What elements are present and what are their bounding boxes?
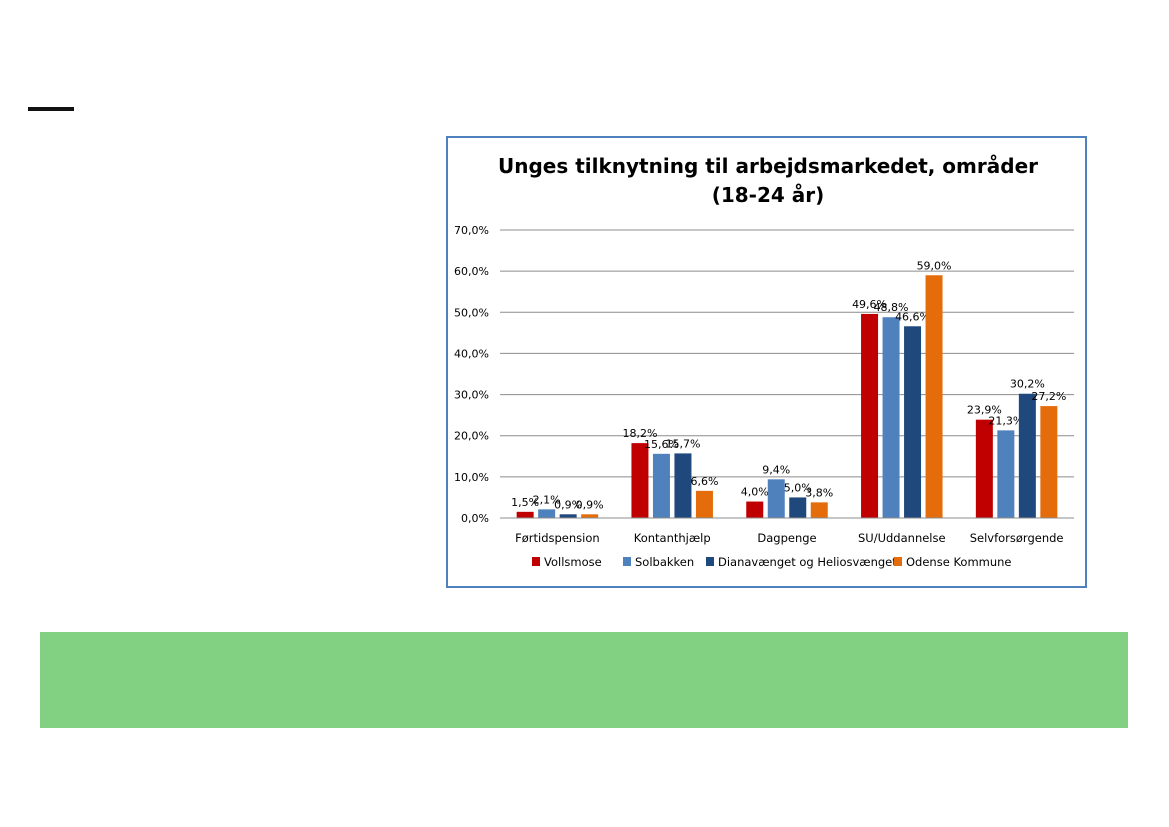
bar bbox=[861, 313, 879, 518]
bar bbox=[882, 317, 900, 518]
bar bbox=[652, 453, 670, 518]
y-tick-label: 70,0% bbox=[454, 224, 489, 237]
green-banner bbox=[40, 632, 1128, 728]
bar bbox=[904, 326, 922, 518]
data-label: 4,0% bbox=[741, 486, 769, 499]
data-label: 1,5% bbox=[511, 496, 539, 509]
bar bbox=[538, 509, 556, 518]
x-tick-label: Førtidspension bbox=[515, 531, 600, 545]
y-tick-label: 40,0% bbox=[454, 347, 489, 360]
data-label: 9,4% bbox=[762, 463, 790, 476]
bar bbox=[631, 443, 649, 518]
bar bbox=[559, 514, 577, 518]
title-dash-decoration bbox=[28, 107, 74, 111]
bar bbox=[1018, 393, 1036, 518]
chart-frame: Unges tilknytning til arbejdsmarkedet, o… bbox=[446, 136, 1087, 588]
y-tick-label: 30,0% bbox=[454, 389, 489, 402]
bar bbox=[674, 453, 692, 518]
y-tick-label: 60,0% bbox=[454, 265, 489, 278]
chart-title: Unges tilknytning til arbejdsmarkedet, o… bbox=[497, 154, 1038, 207]
data-label: 59,0% bbox=[917, 259, 952, 272]
bar bbox=[925, 275, 943, 518]
y-tick-label: 10,0% bbox=[454, 471, 489, 484]
data-label: 23,9% bbox=[967, 404, 1002, 417]
data-label: 15,6% bbox=[644, 438, 679, 451]
bar bbox=[789, 497, 807, 518]
bar bbox=[516, 511, 534, 518]
bar-chart: 0,0% 10,0% 20,0% 30,0% 40,0% 50,0% 60,0% 70,0% 1… bbox=[454, 224, 1074, 569]
data-label: 15,7% bbox=[665, 437, 700, 450]
data-label: 0,9% bbox=[554, 498, 582, 511]
legend-label: Solbakken bbox=[635, 555, 694, 569]
legend-swatch bbox=[706, 557, 714, 566]
x-tick-label: Kontanthjælp bbox=[634, 531, 711, 545]
bar bbox=[1040, 406, 1058, 518]
legend-label: Dianavænget og Heliosvænget bbox=[718, 555, 897, 569]
bar bbox=[975, 419, 993, 518]
data-label: 18,2% bbox=[622, 427, 657, 440]
x-tick-label: Dagpenge bbox=[757, 531, 816, 545]
legend-label: Odense Kommune bbox=[906, 555, 1012, 569]
x-tick-label: Selvforsørgende bbox=[970, 531, 1064, 545]
data-label: 0,9% bbox=[576, 498, 604, 511]
bar bbox=[810, 502, 828, 518]
bar bbox=[695, 490, 713, 518]
bar bbox=[746, 501, 764, 518]
legend-label: Vollsmose bbox=[544, 555, 602, 569]
data-label: 2,1% bbox=[533, 493, 561, 506]
data-label: 5,0% bbox=[784, 481, 812, 494]
data-label: 30,2% bbox=[1010, 378, 1045, 391]
x-tick-label: SU/Uddannelse bbox=[858, 531, 946, 545]
data-label: 3,8% bbox=[805, 486, 833, 499]
y-tick-label: 0,0% bbox=[461, 512, 489, 525]
bar bbox=[581, 514, 599, 518]
data-label: 21,3% bbox=[988, 414, 1023, 427]
data-label: 27,2% bbox=[1031, 390, 1066, 403]
legend-swatch bbox=[532, 557, 540, 566]
legend-swatch bbox=[623, 557, 631, 566]
y-tick-label: 50,0% bbox=[454, 306, 489, 319]
bar bbox=[767, 479, 785, 518]
y-tick-label: 20,0% bbox=[454, 430, 489, 443]
data-label: 48,8% bbox=[874, 301, 909, 314]
data-label: 49,6% bbox=[852, 298, 887, 311]
data-label: 46,6% bbox=[895, 310, 930, 323]
legend-swatch bbox=[894, 557, 902, 566]
data-label: 6,6% bbox=[690, 475, 718, 488]
bar bbox=[997, 430, 1015, 518]
